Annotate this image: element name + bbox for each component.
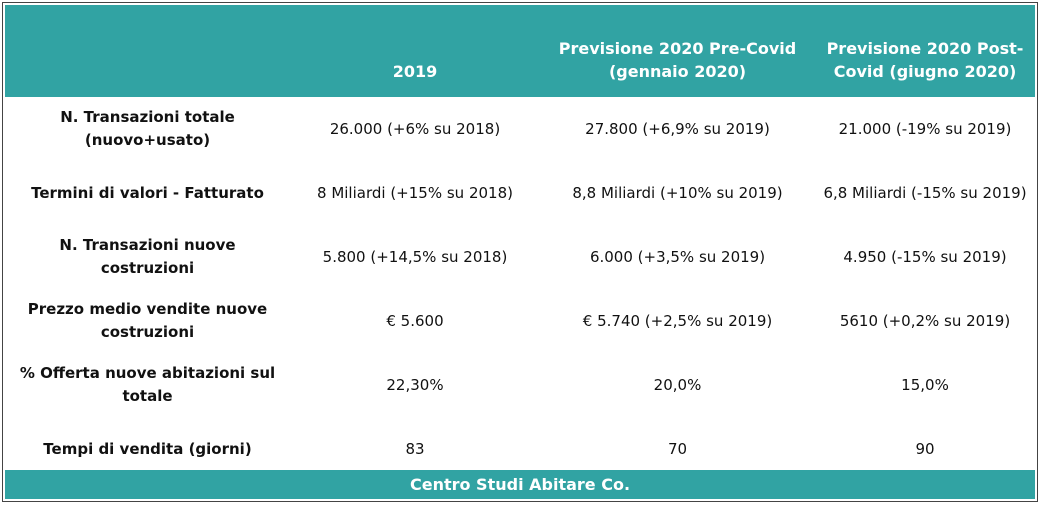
cell: 21.000 (-19% su 2019) [838,119,1012,138]
table-row: N. Transazioni nuove costruzioni 5.800 (+… [5,225,1035,289]
cell: 90 [915,439,935,458]
cell: 70 [667,439,688,458]
cell: 83 [405,439,425,458]
cell: 8 Miliardi (+15% su 2018) [317,183,513,202]
cell: 27.800 (+6,9% su 2019) [585,119,770,138]
data-table: 2019 Previsione 2020 Pre-Covid (gennaio 2… [5,5,1035,481]
row-label: N. Transazioni totale (nuovo+usato) [60,108,235,149]
footer: Centro Studi Abitare Co. [5,470,1035,499]
table-row: N. Transazioni totale (nuovo+usato) 26.00… [5,97,1035,161]
cell: 4.950 (-15% su 2019) [843,247,1007,266]
row-label: Prezzo medio vendite nuove costruzioni [27,300,268,341]
header-cell [5,5,290,97]
cell: 6,8 Miliardi (-15% su 2019) [823,183,1027,202]
header-cell: 2019 [290,5,540,97]
cell: € 5.600 [386,311,444,330]
table-row: Termini di valori - Fatturato 8 Miliardi … [5,161,1035,225]
table-row: Prezzo medio vendite nuove costruzioni € … [5,289,1035,353]
row-label: % Offerta nuove abitazioni sul totale [19,364,276,405]
cell: € 5.740 (+2,5% su 2019) [582,311,773,330]
cell: 5610 (+0,2% su 2019) [839,311,1011,330]
cell: 15,0% [901,375,949,394]
cell: 6.000 (+3,5% su 2019) [589,247,766,266]
cell: 5.800 (+14,5% su 2018) [322,247,508,266]
cell: 22,30% [386,375,444,394]
table-row: % Offerta nuove abitazioni sul totale 22,… [5,353,1035,417]
header-row: 2019 Previsione 2020 Pre-Covid (gennaio 2… [5,5,1035,97]
cell: 8,8 Miliardi (+10% su 2019) [572,183,783,202]
row-label: Termini di valori - Fatturato [31,183,264,202]
header-cell: Previsione 2020 Post-Covid (giugno 2020) [815,5,1035,97]
cell: 26.000 (+6% su 2018) [329,119,501,138]
cell: 20,0% [653,375,702,394]
table-row: Tempi di vendita (giorni) 83 70 90 [5,417,1035,481]
row-label: Tempi di vendita (giorni) [43,439,252,458]
header-cell: Previsione 2020 Pre-Covid (gennaio 2020) [540,5,815,97]
row-label: N. Transazioni nuove costruzioni [59,236,236,277]
table-body: N. Transazioni totale (nuovo+usato) 26.00… [5,97,1035,481]
